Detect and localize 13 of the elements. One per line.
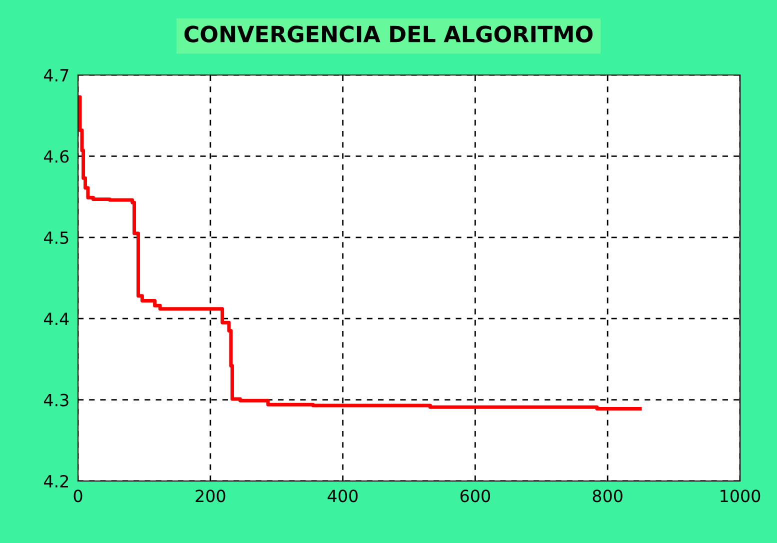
y-tick-label: 4.4: [44, 312, 69, 325]
x-tick-label: 800: [592, 490, 622, 502]
chart-title: CONVERGENCIA DEL ALGORITMO: [184, 26, 593, 42]
x-tick-label: 600: [460, 490, 490, 502]
x-tick-label: 1000: [720, 490, 760, 502]
x-tick-label: 400: [328, 490, 358, 502]
y-tick-label: 4.5: [44, 232, 68, 244]
y-tick-label: 4.7: [44, 69, 68, 82]
x-tick-label: 200: [196, 490, 226, 502]
y-tick-label: 4.6: [44, 150, 69, 163]
y-tick-label: 4.2: [44, 474, 68, 488]
y-tick-label: 4.3: [44, 394, 68, 406]
x-tick-label: 0: [74, 490, 82, 502]
